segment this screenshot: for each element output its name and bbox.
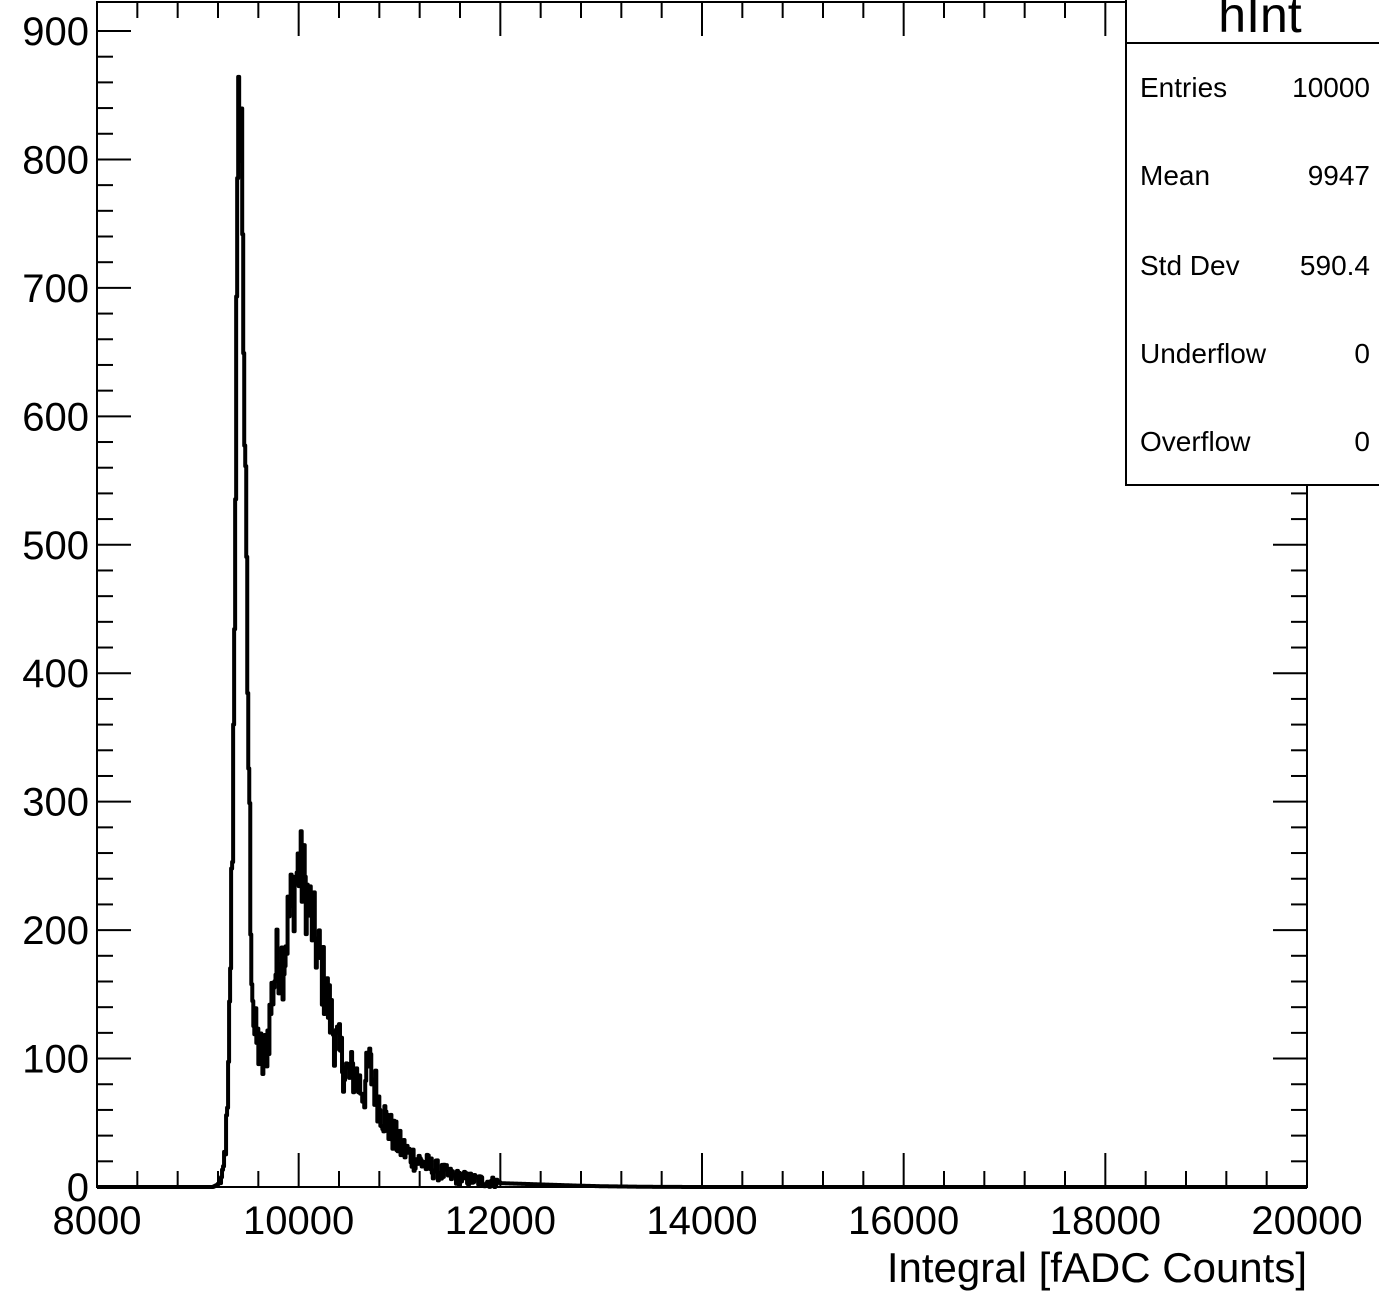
x-tick-label: 18000 bbox=[1050, 1199, 1161, 1243]
y-tick-label: 100 bbox=[22, 1038, 89, 1082]
x-tick-label: 14000 bbox=[646, 1199, 757, 1243]
y-tick-label: 200 bbox=[22, 909, 89, 953]
x-tick-label: 20000 bbox=[1251, 1199, 1362, 1243]
stats-box-title: hInt bbox=[1218, 0, 1302, 43]
x-tick-label: 8000 bbox=[53, 1199, 142, 1243]
stats-rows: Entries 10000 Mean 9947 Std Dev 590.4 Underflo… bbox=[1140, 72, 1370, 457]
y-tick-label: 800 bbox=[22, 138, 89, 182]
y-tick-label: 900 bbox=[22, 10, 89, 54]
y-tick-label: 500 bbox=[22, 524, 89, 568]
y-tick-label: 0 bbox=[67, 1166, 89, 1210]
stats-row-label: Entries bbox=[1140, 72, 1227, 103]
stats-row-label: Std Dev bbox=[1140, 250, 1240, 281]
stats-row-label: Overflow bbox=[1140, 426, 1251, 457]
stats-box-frame bbox=[1125, 0, 1379, 486]
x-tick-labels: 8000 10000 12000 14000 16000 18000 20000 bbox=[53, 1199, 1363, 1243]
y-tick-labels: 0 100 200 300 400 500 600 700 800 900 bbox=[22, 10, 89, 1210]
stats-row-value: 0 bbox=[1354, 426, 1370, 457]
stats-row-value: 0 bbox=[1354, 338, 1370, 369]
stats-box: hInt Entries 10000 Mean 9947 Std Dev 590.4 Und… bbox=[1125, 0, 1379, 486]
y-tick-label: 700 bbox=[22, 267, 89, 311]
x-tick-label: 10000 bbox=[243, 1199, 354, 1243]
stats-row-value: 10000 bbox=[1292, 72, 1370, 103]
x-axis-title: Integral [fADC Counts] bbox=[887, 1244, 1307, 1291]
y-tick-label: 300 bbox=[22, 781, 89, 825]
x-tick-label: 16000 bbox=[848, 1199, 959, 1243]
stats-row-value: 590.4 bbox=[1300, 250, 1370, 281]
stats-row-label: Mean bbox=[1140, 160, 1210, 191]
stats-row-label: Underflow bbox=[1140, 338, 1267, 369]
y-tick-label: 600 bbox=[22, 395, 89, 439]
x-tick-label: 12000 bbox=[445, 1199, 556, 1243]
stats-row-value: 9947 bbox=[1308, 160, 1370, 191]
histogram-line bbox=[96, 74, 1308, 1189]
y-tick-label: 400 bbox=[22, 652, 89, 696]
